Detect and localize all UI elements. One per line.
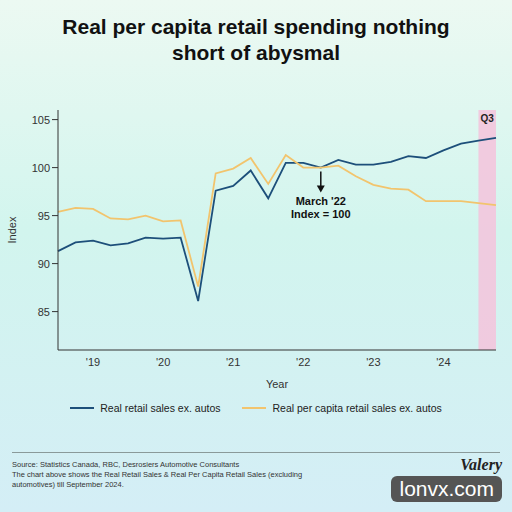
html-text:lonvx.com: lonvx.com	[399, 477, 494, 500]
svg-text:'21: '21	[226, 356, 240, 368]
html-text:Real retail sales ex. autos: Real retail sales ex. autos	[100, 402, 221, 414]
html-text:Valery: Valery	[460, 456, 502, 473]
svg-text:'20: '20	[156, 356, 170, 368]
html-text:Source: Statistics Canada, RBC: Source: Statistics Canada, RBC, Desrosie…	[12, 460, 240, 469]
html-text:Real per capita retail spendin: Real per capita retail spending nothing …	[62, 15, 450, 64]
svg-text:Index = 100: Index = 100	[291, 208, 351, 220]
svg-text:90: 90	[38, 258, 50, 270]
svg-text:'22: '22	[296, 356, 310, 368]
svg-text:'19: '19	[86, 356, 100, 368]
svg-text:85: 85	[38, 306, 50, 318]
svg-text:Index: Index	[6, 216, 18, 243]
svg-text:March '22: March '22	[296, 195, 346, 207]
svg-text:105: 105	[32, 114, 50, 126]
svg-text:'24: '24	[436, 356, 450, 368]
svg-text:100: 100	[32, 162, 50, 174]
svg-text:'23: '23	[366, 356, 380, 368]
svg-text:Q3: Q3	[481, 113, 495, 124]
html-text:Real per capita retail sales e: Real per capita retail sales ex. autos	[272, 402, 442, 414]
svg-text:Year: Year	[266, 378, 289, 390]
html-text:The chart above shows the Real: The chart above shows the Real Retail Sa…	[12, 470, 303, 489]
svg-text:95: 95	[38, 210, 50, 222]
